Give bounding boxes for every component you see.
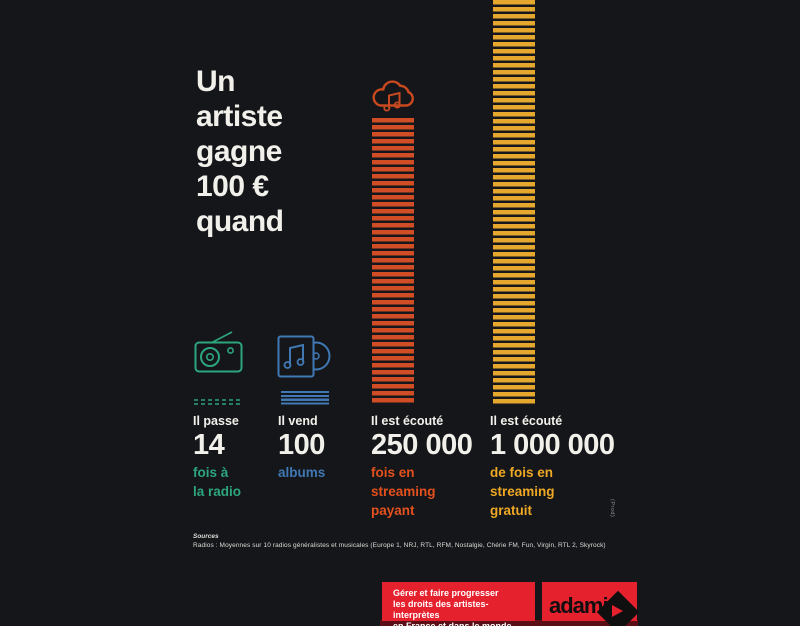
bar-free-streaming xyxy=(493,0,535,405)
column-radio: Il passe 14 fois à la radio xyxy=(193,414,241,501)
bar-radio xyxy=(194,399,241,406)
adami-logo: adami xyxy=(549,593,609,618)
label-prefix: Il vend xyxy=(278,414,318,428)
label-prefix: Il passe xyxy=(193,414,239,428)
label-suffix: albums xyxy=(278,465,326,480)
banner-shadow-strip xyxy=(380,620,638,626)
sources-note: Sources Radios : Moyennes sur 10 radios … xyxy=(193,533,606,549)
label-suffix: gratuit xyxy=(490,503,532,518)
label-prefix: Il est écouté xyxy=(371,414,444,428)
adami-tagline-box: Gérer et faire progresser les droits des… xyxy=(382,582,535,626)
album-icon xyxy=(277,335,332,383)
value-free-streaming: 1 000 000 xyxy=(490,429,615,461)
label-prefix: Il est écouté xyxy=(490,414,563,428)
label-suffix: la radio xyxy=(193,484,242,499)
sources-line: Radios : Moyennes sur 10 radios générali… xyxy=(193,542,606,549)
sources-heading: Sources xyxy=(193,533,219,540)
label-suffix: fois en xyxy=(371,465,415,480)
radio-icon xyxy=(194,330,243,379)
cloud-music-icon xyxy=(371,77,416,120)
title-line: Un xyxy=(196,65,235,98)
tagline-line: en France et dans le monde xyxy=(393,621,512,626)
title-line: artiste xyxy=(196,100,283,133)
value-albums: 100 xyxy=(278,429,325,461)
title-line: quand xyxy=(196,205,284,238)
bar-albums xyxy=(281,391,329,406)
value-radio: 14 xyxy=(193,429,225,461)
label-suffix: de fois en xyxy=(490,465,554,480)
column-paid-streaming: Il est écouté 250 000 fois en streaming … xyxy=(371,414,473,520)
page-title: Un artiste gagne 100 € quand xyxy=(196,64,284,239)
title-line: gagne xyxy=(196,135,282,168)
column-free-streaming: Il est écouté 1 000 000 de fois en strea… xyxy=(490,414,615,520)
label-suffix: fois à xyxy=(193,465,229,480)
adami-arrow-icon xyxy=(612,605,623,617)
label-suffix: streaming xyxy=(371,484,436,499)
tagline-line: les droits des artistes-interprètes xyxy=(393,599,489,620)
credit-vertical-text: (Prod) xyxy=(609,499,615,518)
label-suffix: streaming xyxy=(490,484,555,499)
bar-paid-streaming xyxy=(372,118,414,405)
title-line: 100 € xyxy=(196,170,269,203)
value-paid-streaming: 250 000 xyxy=(371,429,473,461)
label-suffix: payant xyxy=(371,503,415,518)
column-albums: Il vend 100 albums xyxy=(278,414,325,482)
tagline-line: Gérer et faire progresser xyxy=(393,588,499,598)
